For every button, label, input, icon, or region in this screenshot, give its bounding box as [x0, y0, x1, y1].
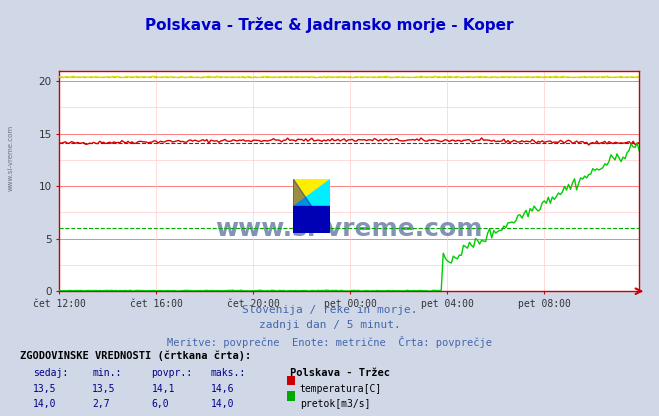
Text: 14,1: 14,1	[152, 384, 175, 394]
Text: Slovenija / reke in morje.: Slovenija / reke in morje.	[242, 305, 417, 314]
Text: min.:: min.:	[92, 368, 122, 378]
Text: Polskava - Tržec: Polskava - Tržec	[290, 368, 390, 378]
Polygon shape	[293, 179, 330, 233]
Text: 2,7: 2,7	[92, 399, 110, 409]
Text: 14,6: 14,6	[211, 384, 235, 394]
Text: zadnji dan / 5 minut.: zadnji dan / 5 minut.	[258, 320, 401, 330]
Text: 13,5: 13,5	[92, 384, 116, 394]
Text: Polskava - Tržec & Jadransko morje - Koper: Polskava - Tržec & Jadransko morje - Kop…	[145, 17, 514, 33]
Text: www.si-vreme.com: www.si-vreme.com	[8, 125, 14, 191]
Text: pretok[m3/s]: pretok[m3/s]	[300, 399, 370, 409]
Text: temperatura[C]: temperatura[C]	[300, 384, 382, 394]
Text: maks.:: maks.:	[211, 368, 246, 378]
Text: 6,0: 6,0	[152, 399, 169, 409]
Text: povpr.:: povpr.:	[152, 368, 192, 378]
Bar	[293, 206, 330, 233]
Polygon shape	[293, 179, 330, 206]
Polygon shape	[293, 179, 330, 206]
Text: www.si-vreme.com: www.si-vreme.com	[215, 218, 483, 241]
Text: sedaj:: sedaj:	[33, 368, 68, 378]
Text: 13,5: 13,5	[33, 384, 57, 394]
Text: 14,0: 14,0	[211, 399, 235, 409]
Text: 14,0: 14,0	[33, 399, 57, 409]
Text: ZGODOVINSKE VREDNOSTI (črtkana črta):: ZGODOVINSKE VREDNOSTI (črtkana črta):	[20, 350, 251, 361]
Text: Meritve: povprečne  Enote: metrične  Črta: povprečje: Meritve: povprečne Enote: metrične Črta:…	[167, 336, 492, 348]
